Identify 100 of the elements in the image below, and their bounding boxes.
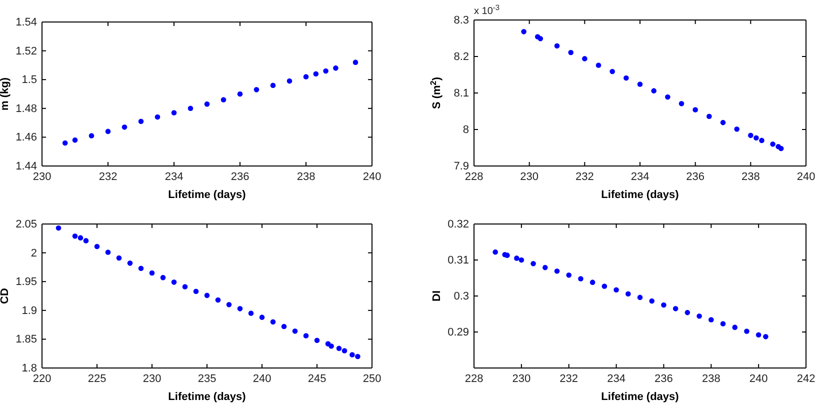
- x-tick-label: 238: [741, 170, 760, 183]
- x-tick-label: 225: [88, 372, 106, 385]
- point: [665, 94, 670, 100]
- point: [270, 82, 276, 88]
- point: [78, 235, 84, 240]
- x-tick-label: 234: [607, 372, 626, 385]
- point: [83, 238, 89, 244]
- x-axis-title: Lifetime (days): [168, 189, 246, 201]
- point: [314, 338, 320, 343]
- point: [610, 68, 615, 74]
- point: [352, 60, 358, 65]
- point: [160, 274, 166, 280]
- point: [182, 284, 188, 290]
- point: [350, 352, 355, 358]
- y-tick-label: 8.2: [454, 51, 469, 64]
- point: [678, 100, 684, 106]
- point: [215, 297, 221, 303]
- point: [554, 43, 560, 49]
- point: [661, 302, 666, 308]
- y-tick-label: 7.9: [454, 160, 469, 173]
- point: [237, 91, 243, 97]
- point: [578, 276, 584, 282]
- point: [193, 288, 199, 294]
- y-tick-label: 1.44: [16, 160, 37, 173]
- point: [248, 310, 254, 316]
- point: [270, 319, 276, 325]
- point: [720, 321, 726, 326]
- point: [281, 324, 287, 330]
- point: [94, 244, 100, 250]
- y-tick-label: 1.52: [16, 45, 37, 58]
- point: [744, 328, 750, 334]
- point: [720, 120, 726, 126]
- x-tick-label: 242: [796, 372, 816, 385]
- point: [596, 62, 602, 68]
- point: [303, 333, 309, 338]
- x-tick-label: 235: [198, 372, 216, 385]
- point: [756, 332, 762, 338]
- x-tick-label: 236: [230, 170, 250, 183]
- point: [684, 310, 690, 316]
- point: [732, 324, 738, 330]
- x-tick-label: 234: [164, 170, 184, 183]
- point: [254, 87, 260, 92]
- point: [602, 284, 608, 289]
- point: [88, 133, 94, 138]
- point: [492, 249, 498, 255]
- point: [286, 78, 292, 84]
- point: [313, 71, 319, 76]
- point: [542, 264, 548, 270]
- y-tick-label: 1.48: [16, 102, 37, 115]
- x-tick-label: 230: [142, 372, 162, 385]
- point: [625, 291, 631, 296]
- point: [649, 298, 655, 304]
- point: [72, 137, 78, 143]
- y-tick-label: 1.5: [22, 74, 37, 86]
- point: [333, 65, 338, 71]
- y-tick-label: 0.3: [454, 290, 469, 303]
- y-tick-label: 1.54: [16, 16, 37, 29]
- point: [204, 101, 210, 107]
- point: [220, 97, 226, 102]
- x-tick-label: 234: [630, 170, 650, 183]
- y-tick-label: 1.8: [22, 362, 37, 375]
- y-tick-label: 2.05: [16, 218, 37, 231]
- y-tick-label: 1.46: [16, 132, 37, 144]
- point: [204, 292, 210, 298]
- point: [504, 252, 510, 258]
- point: [706, 114, 712, 119]
- x-axis-title: Lifetime (days): [168, 391, 246, 403]
- point: [637, 82, 643, 87]
- x-axis-title: Lifetime (days): [601, 189, 680, 201]
- point: [582, 56, 588, 62]
- point: [696, 314, 702, 319]
- x-tick-label: 238: [702, 372, 720, 385]
- point: [226, 302, 232, 308]
- y-axis-title: m (kg): [0, 77, 11, 110]
- point: [754, 135, 759, 141]
- y-tick-label: 1.85: [16, 334, 37, 346]
- y-tick-label: 0.29: [448, 326, 469, 339]
- point: [116, 255, 122, 261]
- point: [770, 141, 776, 147]
- x-tick-label: 240: [362, 170, 382, 183]
- y-tick-label: 2: [30, 247, 37, 260]
- x-tick-label: 236: [654, 372, 673, 385]
- point: [56, 225, 62, 231]
- point: [614, 287, 619, 293]
- point: [323, 68, 328, 74]
- point: [651, 88, 656, 94]
- point: [708, 317, 714, 322]
- y-tick-label: 0.31: [448, 254, 469, 267]
- point: [328, 343, 334, 349]
- point: [138, 118, 144, 124]
- point: [292, 328, 298, 334]
- x-tick-label: 250: [362, 372, 382, 385]
- point: [259, 314, 265, 320]
- point: [763, 334, 768, 340]
- point: [105, 128, 111, 134]
- point: [518, 257, 524, 263]
- x-tick-label: 228: [464, 170, 484, 183]
- point: [521, 29, 526, 34]
- point: [154, 114, 160, 120]
- y-tick-label: 0.32: [448, 218, 469, 231]
